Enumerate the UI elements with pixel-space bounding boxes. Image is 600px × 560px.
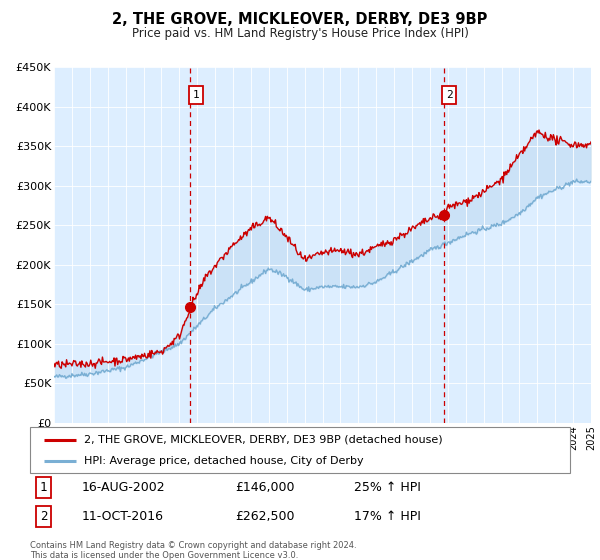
Text: 25% ↑ HPI: 25% ↑ HPI bbox=[354, 480, 421, 494]
Text: Price paid vs. HM Land Registry's House Price Index (HPI): Price paid vs. HM Land Registry's House … bbox=[131, 27, 469, 40]
Text: 11-OCT-2016: 11-OCT-2016 bbox=[82, 510, 163, 523]
Text: 2: 2 bbox=[446, 90, 452, 100]
Text: £262,500: £262,500 bbox=[235, 510, 295, 523]
Text: Contains HM Land Registry data © Crown copyright and database right 2024.
This d: Contains HM Land Registry data © Crown c… bbox=[30, 541, 356, 560]
Text: 2, THE GROVE, MICKLEOVER, DERBY, DE3 9BP (detached house): 2, THE GROVE, MICKLEOVER, DERBY, DE3 9BP… bbox=[84, 435, 443, 445]
Text: £146,000: £146,000 bbox=[235, 480, 295, 494]
Text: 2, THE GROVE, MICKLEOVER, DERBY, DE3 9BP: 2, THE GROVE, MICKLEOVER, DERBY, DE3 9BP bbox=[112, 12, 488, 27]
Text: HPI: Average price, detached house, City of Derby: HPI: Average price, detached house, City… bbox=[84, 456, 364, 466]
Text: 2: 2 bbox=[40, 510, 47, 523]
Text: 1: 1 bbox=[193, 90, 199, 100]
Text: 17% ↑ HPI: 17% ↑ HPI bbox=[354, 510, 421, 523]
Text: 16-AUG-2002: 16-AUG-2002 bbox=[82, 480, 165, 494]
FancyBboxPatch shape bbox=[30, 427, 570, 473]
Text: 1: 1 bbox=[40, 480, 47, 494]
